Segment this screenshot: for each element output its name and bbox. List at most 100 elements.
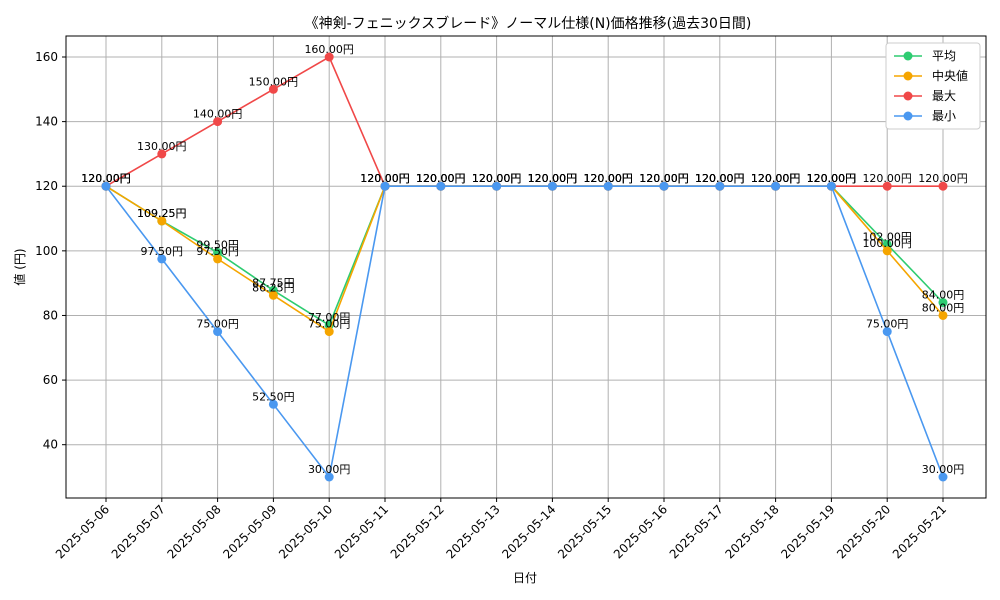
- data-label: 97.50円: [141, 245, 184, 258]
- data-label: 120.00円: [583, 172, 633, 185]
- data-label: 120.00円: [695, 172, 745, 185]
- data-label: 120.00円: [360, 172, 410, 185]
- plot-frame: [65, 35, 987, 499]
- data-label: 120.00円: [416, 172, 466, 185]
- data-label: 120.00円: [695, 172, 745, 185]
- data-point: [101, 181, 111, 191]
- data-label: 120.00円: [807, 172, 857, 185]
- y-axis-label: 値 (円): [12, 248, 27, 285]
- data-label: 120.00円: [751, 172, 801, 185]
- data-label: 120.00円: [472, 172, 522, 185]
- data-label: 86.25円: [252, 281, 295, 294]
- data-point: [213, 117, 223, 127]
- data-point: [213, 247, 223, 257]
- chart-title: 《神剣-フェニックスブレード》ノーマル仕様(N)価格推移(過去30日間): [305, 15, 752, 32]
- data-label: 109.25円: [137, 207, 187, 220]
- data-point: [826, 181, 836, 191]
- legend-entry: 平均: [894, 49, 956, 63]
- data-point: [882, 246, 892, 256]
- data-point: [938, 181, 948, 191]
- data-label: 75.00円: [866, 318, 909, 331]
- data-label: 120.00円: [807, 172, 857, 185]
- legend-box: [885, 42, 981, 130]
- data-label: 120.00円: [472, 172, 522, 185]
- data-point: [492, 181, 502, 191]
- data-label: 120.00円: [751, 172, 801, 185]
- data-point: [268, 84, 278, 94]
- data-point: [938, 472, 948, 482]
- data-label: 120.00円: [918, 172, 968, 185]
- data-label: 130.00円: [137, 140, 187, 153]
- legend-marker: [903, 51, 913, 61]
- data-labels: 120.00円 109.25円 99.50円 87.75円 77.00円 120.00円 1…: [81, 43, 968, 476]
- data-label: 120.00円: [416, 172, 466, 185]
- series-3: [101, 181, 948, 482]
- data-label: 140.00円: [193, 108, 243, 121]
- data-label: 75.00円: [196, 318, 239, 331]
- data-label: 120.00円: [360, 172, 410, 185]
- data-label: 84.00円: [922, 289, 965, 302]
- data-point: [324, 472, 334, 482]
- data-label: 99.50円: [196, 238, 239, 251]
- data-label: 120.00円: [695, 172, 745, 185]
- data-label: 120.00円: [472, 172, 522, 185]
- data-label: 30.00円: [922, 463, 965, 476]
- data-label: 120.00円: [528, 172, 578, 185]
- data-point: [436, 181, 446, 191]
- data-point: [324, 52, 334, 62]
- data-point: [882, 239, 892, 249]
- legend-label: 最小: [932, 109, 956, 123]
- data-label: 100.00円: [862, 237, 912, 250]
- data-label: 120.00円: [472, 172, 522, 185]
- y-tick-label: 80: [43, 308, 58, 322]
- data-point: [603, 181, 613, 191]
- data-label: 97.50円: [196, 245, 239, 258]
- data-label: 120.00円: [81, 172, 131, 185]
- data-point: [771, 181, 781, 191]
- grid-lines: [66, 36, 986, 498]
- data-label: 120.00円: [807, 172, 857, 185]
- data-label: 120.00円: [751, 172, 801, 185]
- data-label: 120.00円: [416, 172, 466, 185]
- data-label: 30.00円: [308, 463, 351, 476]
- data-label: 120.00円: [528, 172, 578, 185]
- data-point: [938, 310, 948, 320]
- data-point: [324, 327, 334, 337]
- data-label: 75.00円: [308, 318, 351, 331]
- data-label: 120.00円: [81, 172, 131, 185]
- data-point: [380, 181, 390, 191]
- data-point: [659, 181, 669, 191]
- y-tick-label: 140: [35, 115, 58, 129]
- data-label: 160.00円: [304, 43, 354, 56]
- series-lines: [101, 52, 948, 482]
- legend-marker: [903, 111, 913, 121]
- data-point: [157, 149, 167, 159]
- data-label: 52.50円: [252, 390, 295, 403]
- data-point: [268, 399, 278, 409]
- data-point: [213, 327, 223, 337]
- data-label: 120.00円: [360, 172, 410, 185]
- legend-entry: 最大: [894, 89, 956, 103]
- legend-marker: [903, 71, 913, 81]
- data-label: 120.00円: [360, 172, 410, 185]
- legend-marker: [903, 91, 913, 101]
- data-point: [715, 181, 725, 191]
- data-label: 120.00円: [862, 172, 912, 185]
- data-point: [547, 181, 557, 191]
- data-label: 80.00円: [922, 301, 965, 314]
- data-label: 77.00円: [308, 311, 351, 324]
- data-point: [268, 290, 278, 300]
- data-label: 102.00円: [862, 230, 912, 243]
- data-label: 120.00円: [639, 172, 689, 185]
- data-point: [157, 216, 167, 226]
- y-axis: 40 60 80 100 120 140 160: [35, 50, 66, 452]
- legend-label: 中央値: [932, 68, 968, 83]
- y-tick-label: 60: [43, 373, 58, 387]
- data-label: 120.00円: [583, 172, 633, 185]
- data-label: 120.00円: [639, 172, 689, 185]
- data-point: [938, 298, 948, 308]
- data-label: 87.75円: [252, 276, 295, 289]
- x-axis-label: 日付: [513, 571, 537, 585]
